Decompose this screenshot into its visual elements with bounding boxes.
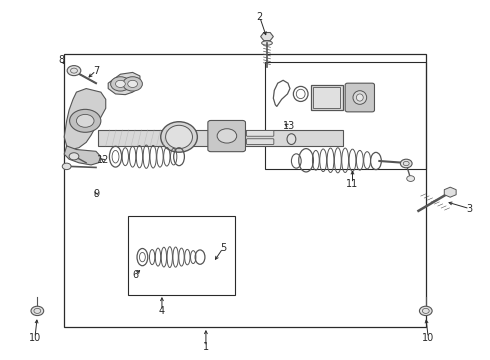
Text: 5: 5 — [220, 243, 226, 253]
FancyBboxPatch shape — [345, 83, 374, 112]
Polygon shape — [261, 32, 273, 41]
Text: 3: 3 — [466, 204, 473, 214]
Ellipse shape — [287, 134, 296, 144]
Text: 10: 10 — [29, 333, 41, 343]
Circle shape — [400, 159, 412, 168]
Circle shape — [70, 109, 101, 132]
Circle shape — [31, 306, 44, 316]
Ellipse shape — [161, 122, 197, 152]
Text: 12: 12 — [97, 155, 109, 165]
Polygon shape — [108, 72, 140, 95]
Circle shape — [116, 80, 125, 87]
Bar — [314, 87, 340, 108]
FancyBboxPatch shape — [208, 121, 245, 152]
FancyBboxPatch shape — [246, 139, 274, 144]
Bar — [98, 130, 343, 146]
Circle shape — [123, 77, 143, 91]
Text: 7: 7 — [93, 66, 99, 76]
Text: 8: 8 — [59, 55, 65, 65]
Circle shape — [62, 163, 71, 170]
Circle shape — [128, 80, 138, 87]
Ellipse shape — [166, 125, 193, 149]
Ellipse shape — [262, 41, 272, 45]
Circle shape — [419, 306, 432, 316]
Text: 4: 4 — [159, 306, 165, 316]
Text: 2: 2 — [257, 12, 263, 22]
Text: 13: 13 — [283, 121, 295, 131]
Polygon shape — [64, 89, 106, 149]
Circle shape — [217, 129, 237, 143]
Bar — [265, 62, 426, 169]
Circle shape — [67, 66, 81, 76]
Text: 10: 10 — [422, 333, 434, 343]
Bar — [128, 216, 235, 295]
Circle shape — [407, 176, 415, 181]
Circle shape — [111, 77, 130, 91]
FancyBboxPatch shape — [246, 131, 274, 136]
Text: 6: 6 — [132, 270, 138, 280]
Polygon shape — [444, 187, 456, 197]
Bar — [64, 54, 426, 327]
Ellipse shape — [353, 91, 367, 104]
Polygon shape — [64, 146, 101, 165]
Circle shape — [76, 114, 94, 127]
Bar — [311, 85, 343, 110]
Text: 11: 11 — [346, 179, 359, 189]
Text: 9: 9 — [93, 189, 99, 199]
Circle shape — [69, 153, 79, 160]
Text: 1: 1 — [203, 342, 209, 352]
Ellipse shape — [356, 94, 363, 101]
